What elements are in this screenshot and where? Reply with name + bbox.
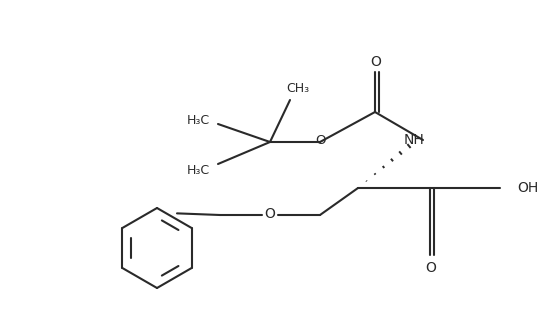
Text: O: O — [371, 55, 382, 69]
Text: O: O — [426, 261, 437, 275]
Text: NH: NH — [404, 133, 425, 147]
Text: OH: OH — [517, 181, 538, 195]
Text: O: O — [265, 207, 276, 221]
Text: H₃C: H₃C — [186, 164, 210, 176]
Text: CH₃: CH₃ — [287, 82, 310, 94]
Text: O: O — [316, 135, 326, 147]
Text: H₃C: H₃C — [186, 114, 210, 126]
